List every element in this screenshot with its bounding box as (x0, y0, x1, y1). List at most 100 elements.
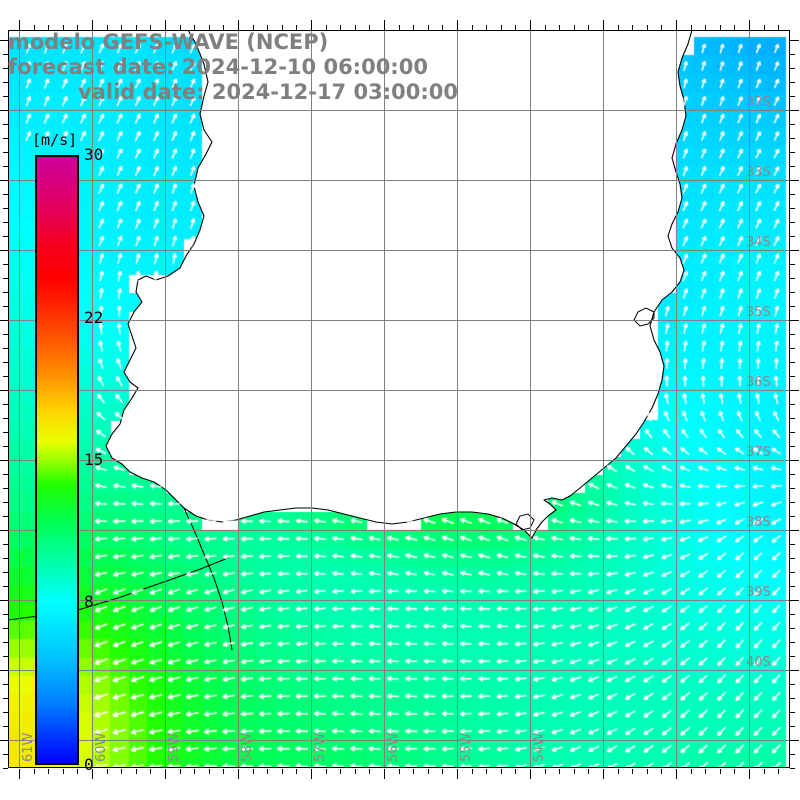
longitude-label: 59W (167, 732, 182, 762)
colorbar-tick-label: 30 (84, 145, 104, 164)
gridline-horizontal (8, 600, 790, 601)
axis-tick (790, 54, 795, 55)
axis-tick (0, 180, 8, 181)
axis-tick (62, 769, 64, 774)
axis-tick (3, 292, 8, 293)
axis-tick (3, 474, 8, 475)
longitude-label: 56W (386, 732, 401, 762)
axis-tick (790, 124, 795, 125)
gridline-horizontal (8, 320, 790, 321)
axis-tick (588, 769, 590, 774)
gridline-horizontal (8, 740, 790, 741)
axis-tick (790, 600, 799, 601)
axis-tick (106, 25, 108, 30)
axis-tick (3, 376, 8, 377)
axis-tick (790, 460, 799, 461)
axis-tick (3, 726, 8, 727)
axis-tick (790, 516, 795, 517)
gridline-horizontal (8, 250, 790, 251)
axis-tick (208, 25, 210, 30)
axis-tick (790, 740, 799, 741)
axis-tick (238, 769, 239, 779)
axis-tick (0, 110, 8, 111)
axis-tick (790, 572, 795, 573)
axis-tick (705, 769, 707, 774)
axis-tick (238, 20, 239, 30)
axis-tick (705, 25, 707, 30)
axis-tick (790, 264, 795, 265)
axis-tick (790, 68, 795, 69)
axis-tick (617, 25, 619, 30)
axis-tick (3, 516, 8, 517)
axis-tick (544, 25, 546, 30)
axis-tick (33, 25, 35, 30)
axis-tick (646, 25, 648, 30)
axis-tick (790, 432, 795, 433)
axis-tick (676, 769, 677, 779)
axis-tick (92, 769, 93, 779)
axis-tick (340, 25, 342, 30)
colorbar[interactable] (35, 155, 79, 765)
gridline-horizontal (8, 670, 790, 671)
axis-tick (194, 25, 196, 30)
colorbar-tick-label: 15 (84, 450, 104, 469)
map-plot-area[interactable] (8, 30, 790, 768)
axis-tick (62, 25, 64, 30)
right-tick-marks (790, 30, 800, 769)
axis-tick (603, 20, 604, 30)
axis-tick (267, 769, 269, 774)
gridline-vertical (384, 30, 385, 768)
axis-tick (3, 586, 8, 587)
axis-tick (790, 152, 795, 153)
axis-tick (179, 769, 181, 774)
axis-tick (311, 20, 312, 30)
longitude-label: 54W (532, 732, 547, 762)
axis-tick (690, 769, 692, 774)
axis-tick (384, 769, 385, 779)
axis-tick (778, 25, 780, 30)
axis-tick (559, 25, 561, 30)
axis-tick (646, 769, 648, 774)
axis-tick (398, 769, 400, 774)
axis-tick (0, 460, 8, 461)
axis-tick (790, 404, 795, 405)
latitude-label: 35S (746, 305, 771, 320)
axis-tick (790, 488, 795, 489)
axis-tick (790, 586, 795, 587)
axis-tick (790, 768, 795, 769)
axis-tick (790, 222, 795, 223)
axis-tick (790, 194, 795, 195)
axis-tick (471, 25, 473, 30)
axis-tick (354, 769, 356, 774)
gridline-vertical (19, 30, 20, 768)
axis-tick (790, 628, 795, 629)
colorbar-tick-label: 22 (84, 307, 104, 327)
axis-tick (3, 278, 8, 279)
gridline-vertical (676, 30, 677, 768)
axis-tick (296, 25, 298, 30)
axis-tick (790, 726, 795, 727)
axis-tick (3, 306, 8, 307)
axis-tick (486, 769, 488, 774)
longitude-label: 55W (459, 732, 474, 762)
axis-tick (790, 348, 795, 349)
axis-tick (471, 769, 473, 774)
axis-tick (150, 25, 152, 30)
axis-tick (790, 236, 795, 237)
axis-tick (0, 600, 8, 601)
axis-tick (413, 769, 415, 774)
axis-tick (48, 25, 50, 30)
axis-tick (413, 25, 415, 30)
axis-tick (135, 769, 137, 774)
axis-tick (3, 432, 8, 433)
axis-tick (3, 656, 8, 657)
axis-tick (0, 40, 8, 41)
gridline-horizontal (8, 460, 790, 461)
longitude-label: 60W (94, 732, 109, 762)
axis-tick (384, 20, 385, 30)
gridline-vertical (165, 30, 166, 768)
gridline-vertical (603, 30, 604, 768)
axis-tick (790, 530, 799, 531)
gridline-vertical (92, 30, 93, 768)
axis-tick (588, 25, 590, 30)
